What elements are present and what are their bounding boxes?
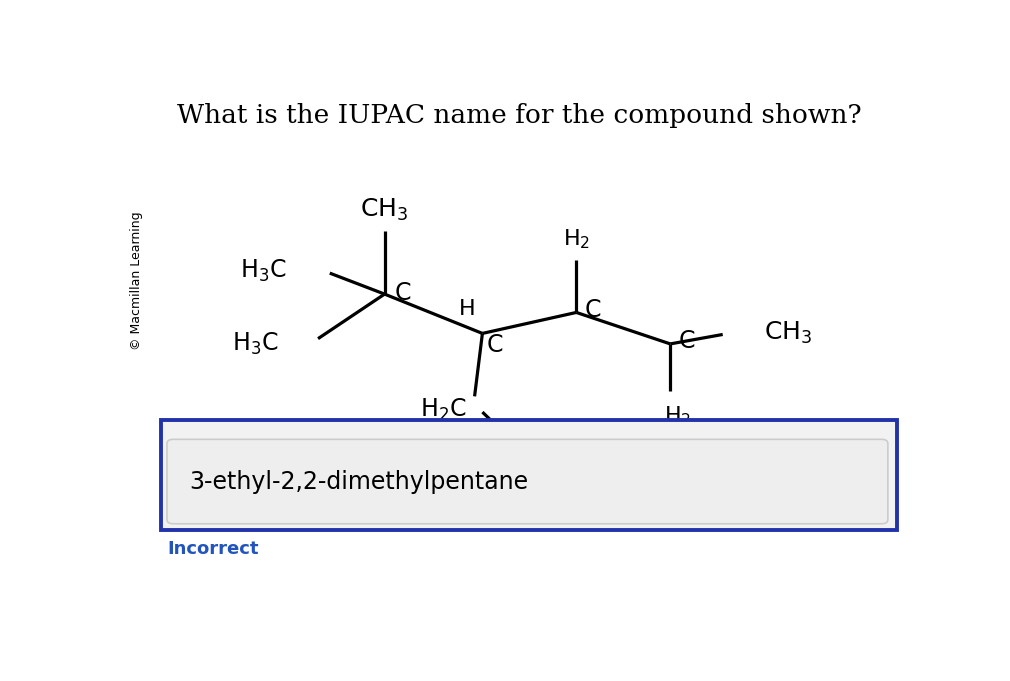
Text: © Macmillan Learning: © Macmillan Learning bbox=[130, 212, 143, 350]
Text: $\mathrm{H_3C}$: $\mathrm{H_3C}$ bbox=[232, 331, 279, 357]
Text: $\mathrm{H}$: $\mathrm{H}$ bbox=[459, 298, 475, 320]
Text: $\mathrm{CH_3}$: $\mathrm{CH_3}$ bbox=[531, 464, 578, 491]
Text: $\mathrm{H_2C}$: $\mathrm{H_2C}$ bbox=[420, 396, 467, 422]
Text: $\mathrm{H_3C}$: $\mathrm{H_3C}$ bbox=[240, 257, 287, 283]
FancyBboxPatch shape bbox=[167, 439, 888, 524]
Text: $\mathrm{H_2}$: $\mathrm{H_2}$ bbox=[563, 227, 590, 251]
Text: $\mathrm{H_2}$: $\mathrm{H_2}$ bbox=[665, 405, 692, 428]
Text: Incorrect: Incorrect bbox=[167, 541, 259, 558]
Text: 3-ethyl-2,2-dimethylpentane: 3-ethyl-2,2-dimethylpentane bbox=[189, 470, 528, 494]
Text: $\mathrm{CH_3}$: $\mathrm{CH_3}$ bbox=[361, 197, 409, 223]
Text: $\mathrm{C}$: $\mathrm{C}$ bbox=[678, 330, 695, 353]
Text: What is the IUPAC name for the compound shown?: What is the IUPAC name for the compound … bbox=[177, 104, 862, 128]
Bar bbox=[162, 420, 897, 530]
Text: $\mathrm{C}$: $\mathrm{C}$ bbox=[487, 334, 504, 358]
Text: $\mathrm{CH_3}$: $\mathrm{CH_3}$ bbox=[765, 320, 812, 346]
Text: $\mathrm{C}$: $\mathrm{C}$ bbox=[394, 281, 411, 304]
Text: $\mathrm{C}$: $\mathrm{C}$ bbox=[584, 300, 601, 322]
